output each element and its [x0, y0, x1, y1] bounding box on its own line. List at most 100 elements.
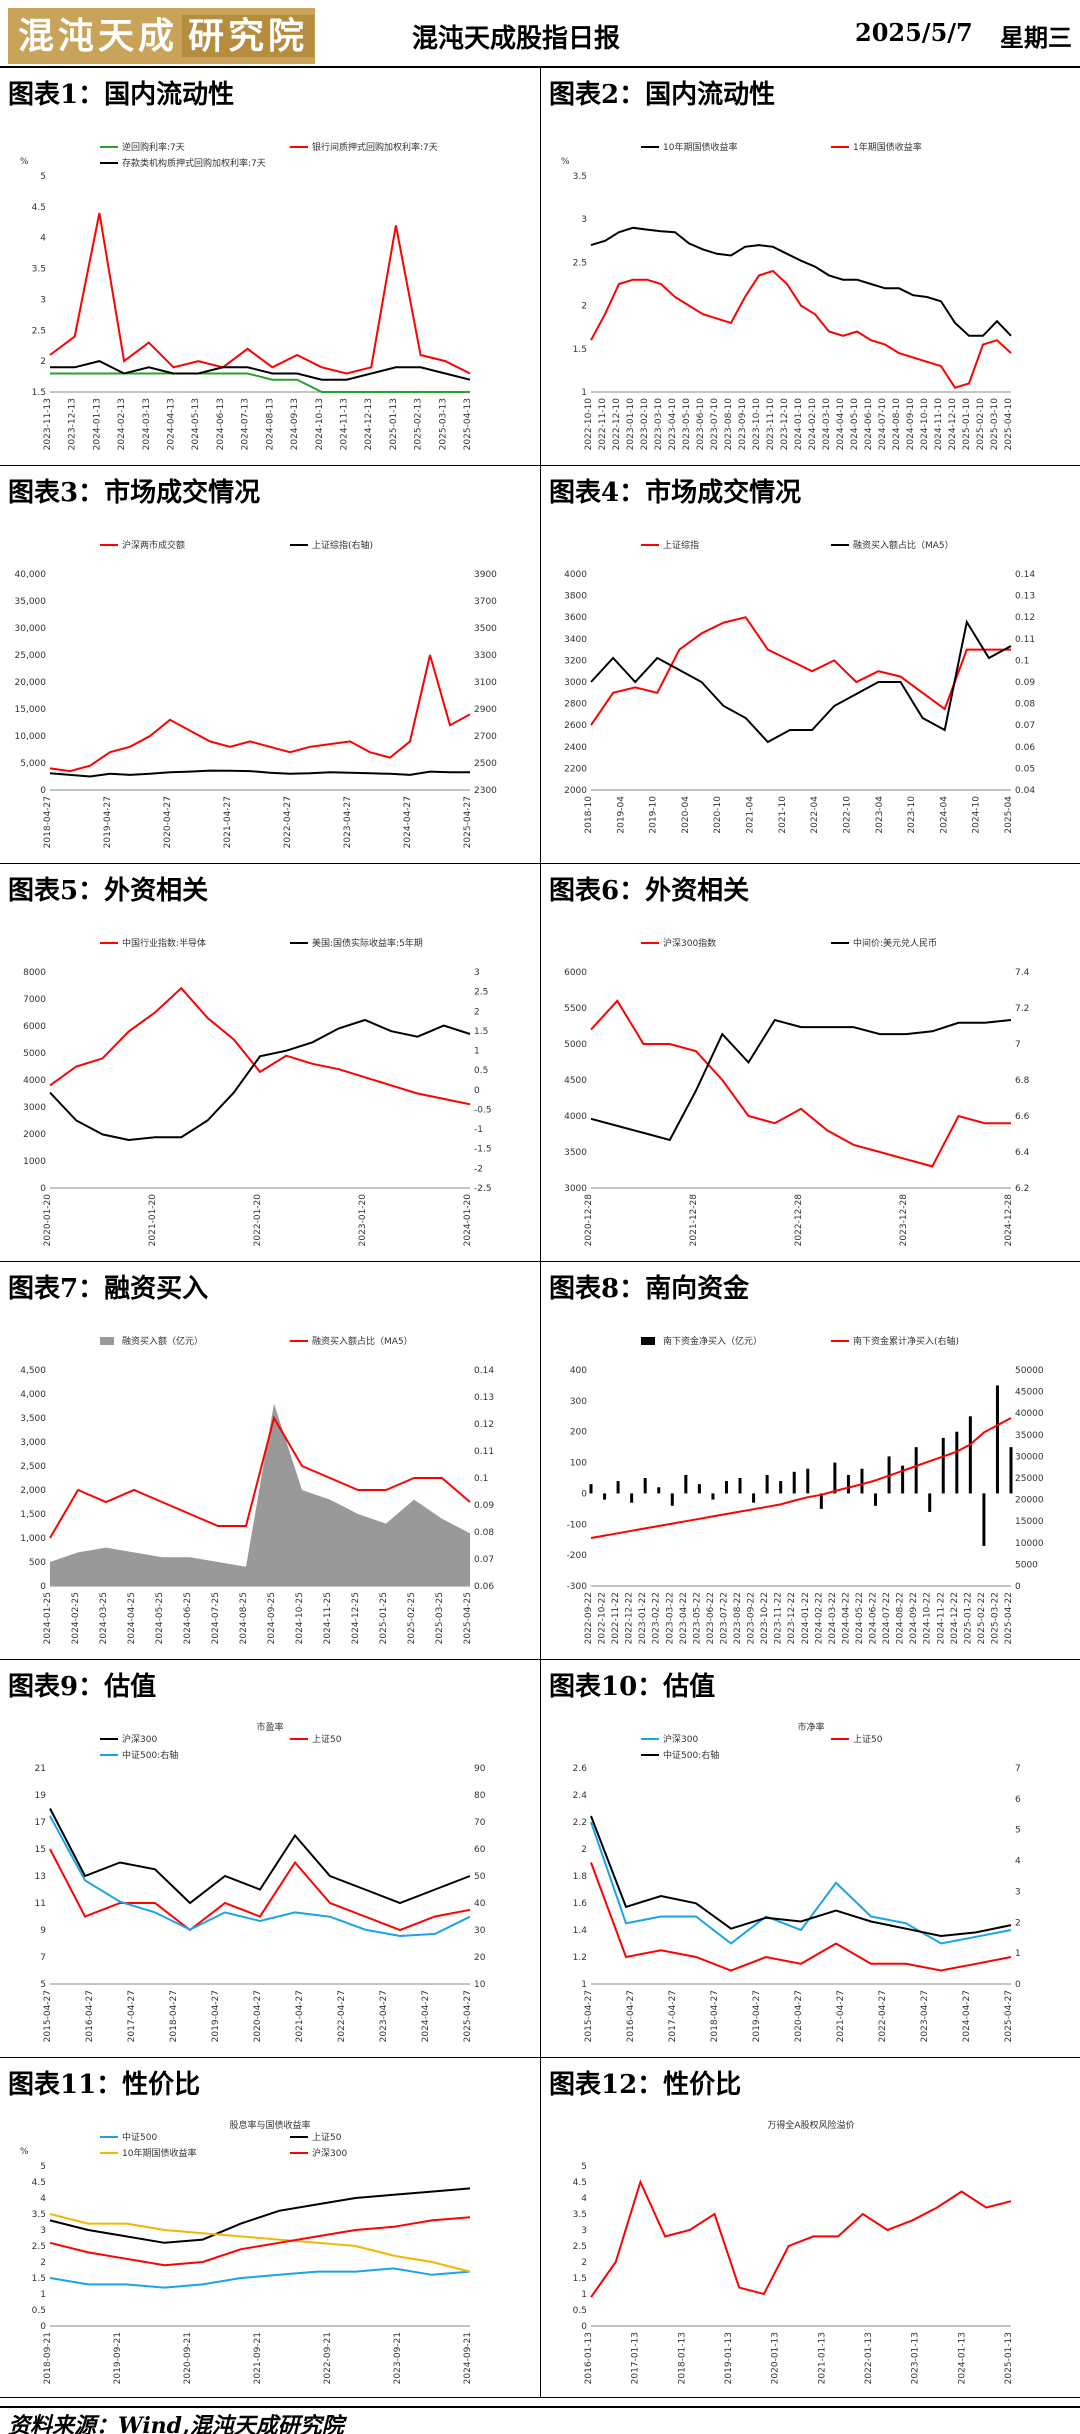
legend-label: 存款类机构质押式回购加权利率:7天	[122, 157, 266, 169]
x-tick-label: 2025-04-27	[1004, 1990, 1014, 2042]
bar-mark	[765, 1474, 769, 1494]
legend-label: 逆回购利率:7天	[122, 141, 185, 153]
legend-label: 沪深300	[122, 1733, 157, 1745]
x-tick-label: 2025-04-22	[1004, 1592, 1014, 1644]
x-tick-label: 2022-04-27	[878, 1990, 888, 2042]
y2-tick-label: 3	[1015, 1887, 1021, 1897]
x-tick-label: 2018-04-27	[169, 1990, 179, 2042]
chart-title: 股息率与国债收益率	[229, 2119, 310, 2131]
x-tick-label: 2023-12-28	[899, 1194, 909, 1247]
y2-tick-label: 0.14	[1015, 570, 1035, 580]
x-tick-label: 2020-01-20	[43, 1194, 53, 1247]
chart-panel-2: 图表2：国内流动性% 10年期国债收益率 1年期国债收益率 3.5 3 2.5 2 1.5 1 2…	[540, 68, 1080, 466]
x-tick-label: 2019-04-27	[752, 1990, 762, 2042]
y2-tick-label: 0.14	[474, 1366, 494, 1376]
x-tick-label: 2021-04-27	[836, 1990, 846, 2042]
legend-label: 中证500:右轴	[122, 1749, 178, 1761]
y-tick-label: 3	[40, 2226, 46, 2236]
x-tick-label: 2024-03-25	[99, 1592, 109, 1644]
report-date: 2025/5/7	[855, 18, 973, 47]
x-tick-label: 2023-12-10	[780, 398, 790, 451]
x-tick-label: 2023-01-10	[626, 398, 636, 451]
x-tick-label: 2023-06-10	[696, 398, 706, 451]
y-tick-label: 0.5	[32, 2306, 46, 2316]
y2-tick-label: 40000	[1015, 1409, 1044, 1419]
legend-label: 上证50	[312, 1734, 342, 1745]
bar-mark	[968, 1416, 972, 1494]
x-tick-label: 2020-04-27	[163, 796, 173, 848]
chart-svg: 上证综指 融资买入额占比（MA5） 4000 3800 3600 3400 3200 3000…	[564, 539, 1035, 834]
x-tick-label: 2024-09-22	[909, 1592, 919, 1644]
y2-tick-label: 0	[474, 1086, 480, 1096]
y-tick-label: 0	[40, 786, 46, 796]
y-tick-label: 3.5	[573, 2210, 587, 2220]
x-tick-label: 2023-11-22	[774, 1592, 784, 1644]
y2-tick-label: 0.1	[1015, 656, 1029, 666]
chart-panel-11: 图表11：性价比 股息率与国债收益率% 中证500 上证50 10年期国债收益率 沪深30…	[0, 2058, 540, 2398]
x-tick-label: 2024-04	[939, 796, 949, 834]
line-series	[49, 769, 470, 778]
y-tick-label: 15,000	[15, 705, 47, 715]
x-tick-label: 2024-01-22	[801, 1592, 811, 1644]
y-tick-label: 9	[40, 1926, 46, 1936]
legend-label: 融资买入额占比（MA5）	[312, 1335, 413, 1347]
bar-mark	[833, 1462, 837, 1494]
y-tick-label: 2.4	[573, 1791, 588, 1801]
y-tick-label: 0	[581, 2322, 587, 2332]
x-tick-label: 2023-05-22	[692, 1592, 702, 1644]
y-tick-label: 400	[570, 1366, 587, 1376]
legend-label: 中国行业指数:半导体	[122, 937, 206, 949]
y2-tick-label: 0.1	[474, 1474, 488, 1484]
y-tick-label: 4,500	[20, 1366, 46, 1376]
x-tick-label: 2024-02-13	[117, 398, 127, 450]
y-tick-label: 1.4	[573, 1926, 588, 1936]
x-tick-label: 2021-04-27	[223, 796, 233, 848]
y2-tick-label: 6.6	[1015, 1112, 1030, 1122]
x-tick-label: 2025-03-10	[990, 398, 1000, 451]
x-tick-label: 2022-12-28	[794, 1194, 804, 1247]
y-tick-label: 7	[40, 1953, 46, 1963]
legend-label: 沪深300指数	[663, 937, 716, 949]
x-tick-label: 2022-11-10	[598, 398, 608, 451]
x-tick-label: 2024-09-25	[267, 1592, 277, 1644]
bar-mark	[792, 1471, 796, 1494]
y-tick-label: 7000	[23, 995, 46, 1005]
y-tick-label: -200	[567, 1551, 588, 1561]
y-tick-label: 6000	[564, 968, 587, 978]
legend-label: 沪深300	[312, 2147, 347, 2159]
x-tick-label: 2024-06-22	[869, 1592, 879, 1644]
y2-tick-label: -0.5	[474, 1105, 492, 1115]
y-tick-label: 4000	[564, 1112, 587, 1122]
y2-tick-label: 1.5	[474, 1027, 488, 1037]
x-tick-label: 2018-09-21	[43, 2332, 53, 2384]
y-tick-label: 17	[35, 1818, 46, 1828]
bar-mark	[711, 1493, 715, 1500]
y-tick-label: 3	[581, 2226, 587, 2236]
y-tick-label: -300	[567, 1582, 588, 1592]
y-tick-label: 5000	[564, 1040, 587, 1050]
chart-panel-1: 图表1：国内流动性% 逆回购利率:7天 银行间质押式回购加权利率:7天 存款类机构质押…	[0, 68, 540, 466]
x-tick-label: 2023-02-22	[652, 1592, 662, 1644]
chart-panel-title: 图表3：市场成交情况	[8, 478, 261, 508]
y-tick-label: 2	[40, 2258, 46, 2268]
x-tick-label: 2023-01-22	[638, 1592, 648, 1644]
x-tick-label: 2022-10-10	[584, 398, 594, 451]
y-axis-label: %	[561, 157, 570, 167]
x-tick-label: 2024-11-10	[934, 398, 944, 451]
x-tick-label: 2017-04-27	[127, 1990, 137, 2042]
y2-tick-label: 0	[1015, 1980, 1021, 1990]
line-series	[49, 1815, 471, 1938]
x-tick-label: 2015-04-27	[584, 1990, 594, 2042]
y-tick-label: 2,500	[20, 1462, 46, 1472]
y-tick-label: 11	[35, 1899, 46, 1909]
y-tick-label: 1.5	[573, 345, 587, 355]
x-tick-label: 2019-10	[649, 796, 659, 834]
y-tick-label: 3.5	[32, 265, 46, 275]
y-tick-label: 4000	[564, 570, 587, 580]
bar-mark	[724, 1481, 728, 1494]
x-tick-label: 2023-04	[875, 796, 885, 834]
x-tick-label: 2024-05-13	[191, 398, 201, 450]
chart-panel-title: 图表5：外资相关	[8, 876, 209, 906]
chart-panel-title: 图表8：南向资金	[549, 1274, 750, 1304]
